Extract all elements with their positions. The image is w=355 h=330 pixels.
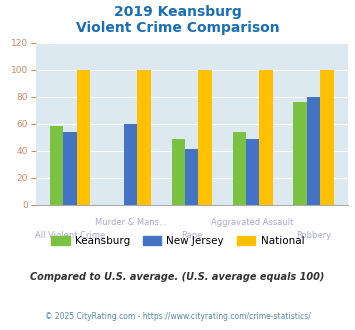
Text: Robbery: Robbery (296, 231, 331, 240)
Bar (233, 132, 246, 205)
Text: 2019 Keansburg: 2019 Keansburg (114, 5, 241, 19)
Text: Violent Crime Comparison: Violent Crime Comparison (76, 21, 279, 35)
Bar (320, 70, 334, 205)
Bar (198, 70, 212, 205)
Bar (185, 149, 198, 205)
Bar (246, 139, 260, 205)
Bar (307, 97, 320, 205)
Bar (124, 124, 137, 205)
Bar (77, 70, 90, 205)
Text: © 2025 CityRating.com - https://www.cityrating.com/crime-statistics/: © 2025 CityRating.com - https://www.city… (45, 312, 310, 321)
Bar (50, 126, 63, 205)
Bar (63, 132, 77, 205)
Text: Rape: Rape (181, 231, 202, 240)
Bar (171, 139, 185, 205)
Text: Murder & Mans...: Murder & Mans... (95, 218, 167, 227)
Text: All Violent Crime: All Violent Crime (35, 231, 105, 240)
Text: Aggravated Assault: Aggravated Assault (212, 218, 294, 227)
Bar (294, 102, 307, 205)
Text: Compared to U.S. average. (U.S. average equals 100): Compared to U.S. average. (U.S. average … (30, 272, 325, 282)
Bar (260, 70, 273, 205)
Bar (137, 70, 151, 205)
Legend: Keansburg, New Jersey, National: Keansburg, New Jersey, National (47, 232, 308, 250)
